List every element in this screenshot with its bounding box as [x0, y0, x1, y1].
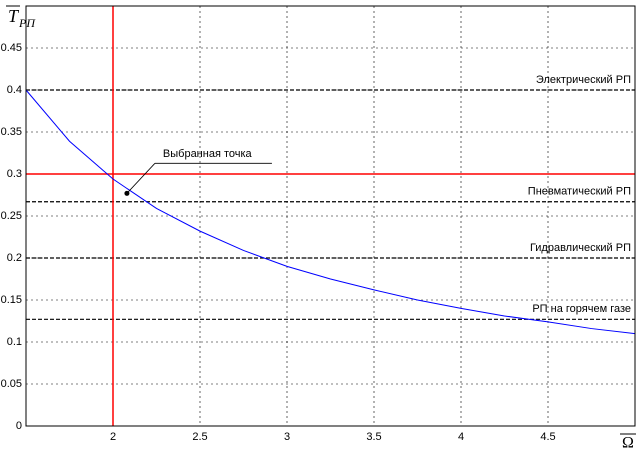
x-label: Ω — [622, 435, 634, 452]
y-tick-label: 0.2 — [7, 252, 22, 264]
y-tick-label: 0.1 — [7, 336, 22, 348]
y-label: T — [8, 6, 20, 26]
x-tick-label: 3 — [284, 431, 290, 443]
y-label-subscript: РП — [18, 16, 36, 30]
reference-label: Пневматический РП — [528, 186, 631, 198]
reference-label: Гидравлический РП — [530, 242, 631, 254]
selected-point — [124, 190, 130, 196]
reference-label: РП на горячем газе — [532, 303, 631, 315]
x-tick-label: 2.5 — [192, 431, 207, 443]
x-tick-label: 3.5 — [366, 431, 381, 443]
y-tick-label: 0.35 — [1, 126, 22, 138]
y-tick-label: 0 — [16, 420, 22, 432]
y-tick-label: 0.45 — [1, 42, 22, 54]
x-tick-label: 2 — [110, 431, 116, 443]
curve — [25, 89, 636, 335]
reference-label: Электрический РП — [536, 74, 631, 86]
x-tick-label: 4.5 — [540, 431, 555, 443]
y-tick-label: 0.15 — [1, 294, 22, 306]
y-tick-label: 0.25 — [1, 210, 22, 222]
annotation-leader — [126, 163, 156, 194]
y-tick-label: 0.4 — [7, 84, 22, 96]
annotation-label: Выбранная точка — [163, 148, 253, 160]
x-tick-label: 4 — [458, 431, 464, 443]
plot-frame — [25, 5, 636, 427]
y-tick-label: 0.3 — [7, 168, 22, 180]
y-tick-label: 0.05 — [1, 378, 22, 390]
